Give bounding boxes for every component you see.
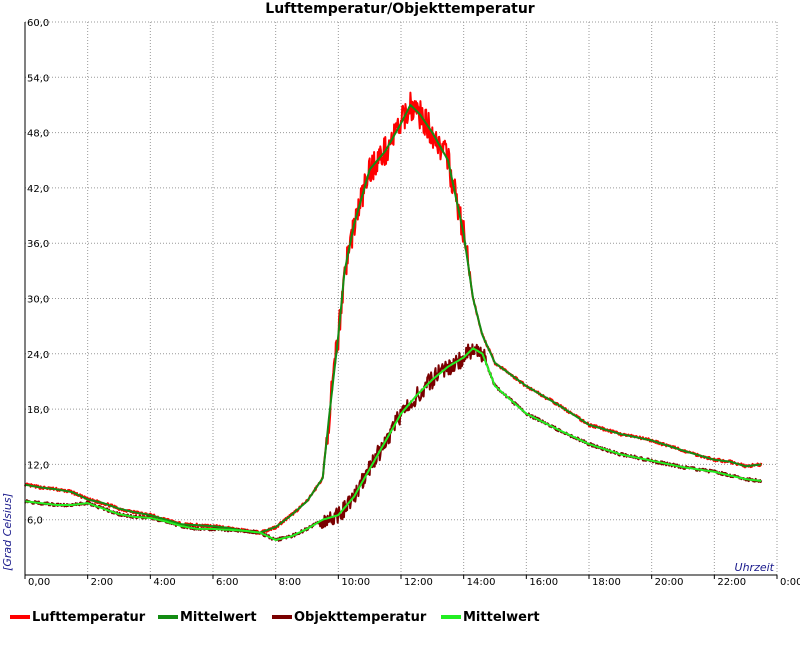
x-tick-label: 22:00 bbox=[717, 577, 746, 588]
legend-item-objekttemperatur: Objekttemperatur bbox=[272, 606, 426, 628]
line-chart: Lufttemperatur/Objekttemperatur 6,0 12,0 1… bbox=[1, 1, 800, 588]
y-tick-label: 42,0 bbox=[27, 184, 49, 195]
x-tick-label: 20:00 bbox=[655, 577, 684, 588]
y-axis-label: [Grad Celsius] bbox=[1, 493, 14, 571]
series-lines bbox=[24, 91, 763, 542]
legend-label: Objekttemperatur bbox=[294, 609, 427, 625]
legend-item-lufttemperatur: Lufttemperatur bbox=[10, 606, 145, 628]
y-tick-label: 6,0 bbox=[27, 516, 43, 527]
x-tick-label: 12:00 bbox=[404, 577, 433, 588]
y-tick-label: 12,0 bbox=[27, 460, 49, 471]
x-tick-label: 8:00 bbox=[279, 577, 301, 588]
series-line-lufttemperatur bbox=[24, 91, 763, 535]
x-tick-label: 4:00 bbox=[153, 577, 175, 588]
x-tick-label: 6:00 bbox=[216, 577, 238, 588]
y-tick-label: 48,0 bbox=[27, 129, 49, 140]
x-tick-label: 0,00 bbox=[28, 577, 50, 588]
x-tick-label: 10:00 bbox=[341, 577, 370, 588]
grid-lines bbox=[25, 21, 778, 575]
y-tick-label: 24,0 bbox=[27, 350, 49, 361]
y-tick-labels: 6,0 12,0 18,0 24,0 30,0 36,0 42,0 48,0 54,0 60,0 bbox=[27, 18, 49, 527]
legend-swatch bbox=[441, 615, 461, 619]
legend-label: Mittelwert bbox=[180, 609, 257, 625]
chart-title: Lufttemperatur/Objekttemperatur bbox=[265, 1, 535, 17]
legend-swatch bbox=[10, 615, 30, 619]
series-line-objekttemperatur bbox=[24, 343, 763, 542]
y-tick-label: 36,0 bbox=[27, 239, 49, 250]
legend: Lufttemperatur Mittelwert Objekttemperat… bbox=[0, 606, 800, 630]
legend-label: Lufttemperatur bbox=[32, 609, 146, 625]
legend-swatch bbox=[272, 615, 292, 619]
x-tick-label: 0:00 bbox=[780, 577, 800, 588]
legend-label: Mittelwert bbox=[463, 609, 540, 625]
x-axis-label: Uhrzeit bbox=[735, 561, 775, 574]
y-tick-label: 30,0 bbox=[27, 295, 49, 306]
legend-swatch bbox=[158, 615, 178, 619]
series-line-mittelwert bbox=[24, 104, 762, 534]
x-tick-labels: 0,00 2:00 4:00 6:00 8:00 10:00 12:00 14:00 16:00… bbox=[24, 575, 800, 588]
x-tick-label: 2:00 bbox=[91, 577, 113, 588]
x-tick-label: 18:00 bbox=[592, 577, 621, 588]
y-tick-label: 60,0 bbox=[27, 18, 49, 29]
series-line-mittelwert bbox=[24, 347, 762, 541]
y-tick-label: 18,0 bbox=[27, 405, 49, 416]
legend-item-mittelwert-2: Mittelwert bbox=[441, 606, 540, 628]
x-tick-label: 14:00 bbox=[467, 577, 496, 588]
x-tick-label: 16:00 bbox=[529, 577, 558, 588]
legend-item-mittelwert-1: Mittelwert bbox=[158, 606, 257, 628]
y-tick-label: 54,0 bbox=[27, 73, 49, 84]
